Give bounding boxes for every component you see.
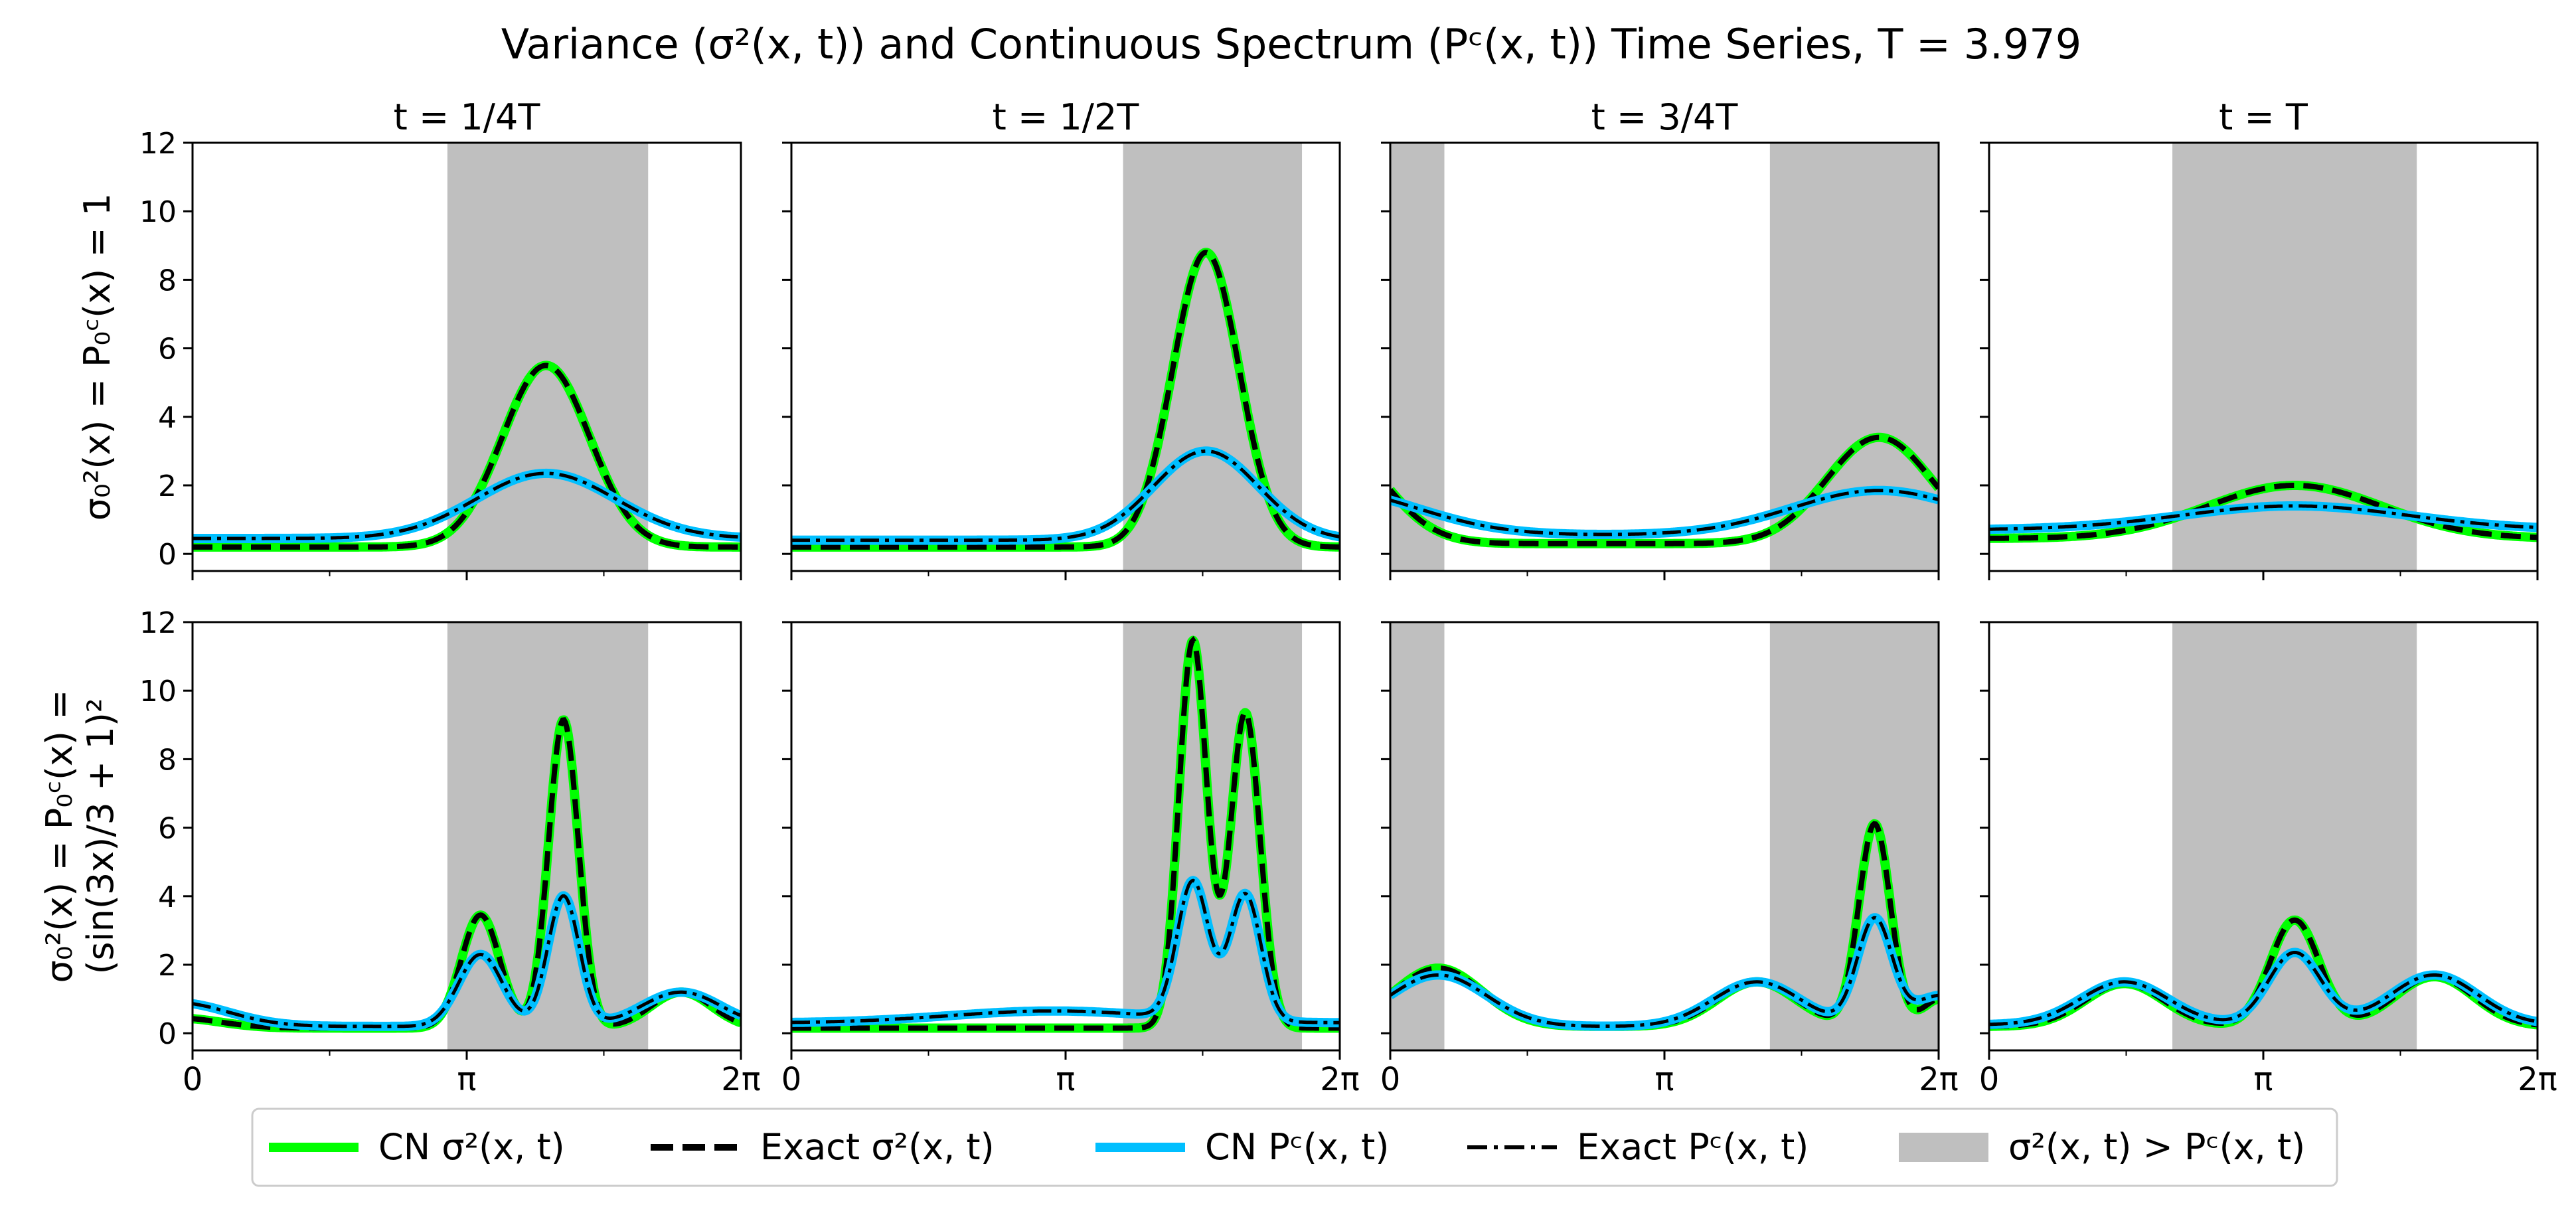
y-tick-label: 6 bbox=[158, 333, 177, 367]
legend-patch bbox=[1899, 1133, 1988, 1162]
series-lines bbox=[1989, 481, 2537, 543]
panel-r0c0: 0 2 4 6 8 10 12 t = 1/4T bbox=[139, 96, 742, 580]
y-tick-label: 12 bbox=[139, 606, 177, 640]
x-tick-label: π bbox=[1655, 1061, 1674, 1098]
column-title: t = 1/4T bbox=[394, 96, 541, 138]
row-label-r1-line1: (sin(3x)/3 + 1)² bbox=[80, 698, 121, 974]
x-tick-label: 0 bbox=[781, 1061, 802, 1098]
y-tick-label: 0 bbox=[158, 538, 177, 572]
shaded-region bbox=[2172, 622, 2417, 1050]
column-title: t = 1/2T bbox=[993, 96, 1140, 138]
x-tick-label: 2π bbox=[721, 1061, 760, 1098]
exact-spectrum-line bbox=[791, 449, 1340, 542]
y-tick-label: 4 bbox=[158, 401, 177, 435]
x-tick-label: π bbox=[2254, 1061, 2273, 1098]
x-tick-label: π bbox=[1056, 1061, 1076, 1098]
panel-r0c3: t = T bbox=[1980, 96, 2539, 580]
x-tick-label: π bbox=[457, 1061, 477, 1098]
series-lines bbox=[791, 248, 1340, 552]
series-lines bbox=[1390, 432, 1939, 548]
series-lines bbox=[1989, 915, 2537, 1031]
cn-spectrum-line bbox=[791, 876, 1340, 1028]
series-lines bbox=[791, 635, 1340, 1033]
legend: CN σ²(x, t) Exact σ²(x, t) CN Pᶜ(x, t) Exac… bbox=[251, 1107, 2338, 1187]
exact-spectrum-line bbox=[1390, 916, 1939, 1028]
legend-label: CN Pᶜ(x, t) bbox=[1205, 1126, 1389, 1168]
legend-label: Exact Pᶜ(x, t) bbox=[1577, 1126, 1809, 1168]
legend-label: Exact σ²(x, t) bbox=[760, 1126, 995, 1168]
y-tick-label: 12 bbox=[139, 127, 177, 161]
exact-spectrum-line bbox=[1989, 950, 2537, 1026]
x-tick-label: 2π bbox=[1320, 1061, 1359, 1098]
exact-spectrum-line bbox=[193, 894, 741, 1028]
exact-variance-line bbox=[1989, 483, 2537, 541]
exact-spectrum-line bbox=[1390, 489, 1939, 536]
x-tick-label: 0 bbox=[1380, 1061, 1401, 1098]
panel-r1c2: 0 π 2π bbox=[1380, 621, 1959, 1098]
x-tick-label: 2π bbox=[2518, 1061, 2557, 1098]
y-tick-label: 4 bbox=[158, 880, 177, 914]
x-tick-label: 0 bbox=[183, 1061, 203, 1098]
series-lines bbox=[193, 715, 741, 1033]
exact-variance-line bbox=[193, 363, 741, 550]
y-tick-label: 6 bbox=[158, 812, 177, 846]
exact-variance-line bbox=[791, 635, 1340, 1031]
x-tick-label: 0 bbox=[1979, 1061, 2000, 1098]
y-tick-label: 8 bbox=[158, 264, 177, 297]
x-tick-label: 2π bbox=[1919, 1061, 1958, 1098]
series-lines bbox=[1390, 819, 1939, 1031]
panel-r0c1: t = 1/2T bbox=[782, 96, 1341, 580]
figure-title: Variance (σ²(x, t)) and Continuous Spect… bbox=[501, 20, 2081, 68]
shaded-region bbox=[1769, 622, 1939, 1050]
shaded-region bbox=[1769, 143, 1939, 571]
series-lines bbox=[193, 361, 741, 552]
panel-r0c2: t = 3/4T bbox=[1381, 96, 1940, 580]
row-labels: σ₀²(x) = P₀ᶜ(x) = 1 σ₀²(x) = P₀ᶜ(x) = (sin… bbox=[39, 193, 121, 983]
column-title: t = T bbox=[2219, 96, 2308, 138]
exact-spectrum-line bbox=[1989, 504, 2537, 531]
y-tick-label: 0 bbox=[158, 1017, 177, 1051]
y-tick-label: 2 bbox=[158, 469, 177, 503]
exact-variance-line bbox=[1390, 434, 1939, 546]
y-tick-label: 2 bbox=[158, 949, 177, 983]
row-label-r0-line0: σ₀²(x) = P₀ᶜ(x) = 1 bbox=[76, 193, 118, 521]
y-tick-label: 10 bbox=[139, 195, 177, 229]
panel-r1c3: 0 π 2π bbox=[1979, 621, 2557, 1098]
legend-box bbox=[251, 1107, 2338, 1187]
y-tick-label: 10 bbox=[139, 675, 177, 708]
column-title: t = 3/4T bbox=[1591, 96, 1739, 138]
exact-spectrum-line bbox=[193, 471, 741, 540]
exact-variance-line bbox=[791, 250, 1340, 550]
row-label-r1-line0: σ₀²(x) = P₀ᶜ(x) = bbox=[39, 690, 80, 983]
panel-r1c1: 0 π 2π bbox=[781, 621, 1360, 1098]
y-tick-label: 8 bbox=[158, 743, 177, 777]
panel-r1c0: 0 2 4 6 8 10 12 0 π 2π bbox=[139, 606, 761, 1098]
legend-label: CN σ²(x, t) bbox=[378, 1126, 565, 1168]
legend-label: σ²(x, t) > Pᶜ(x, t) bbox=[2008, 1126, 2305, 1168]
